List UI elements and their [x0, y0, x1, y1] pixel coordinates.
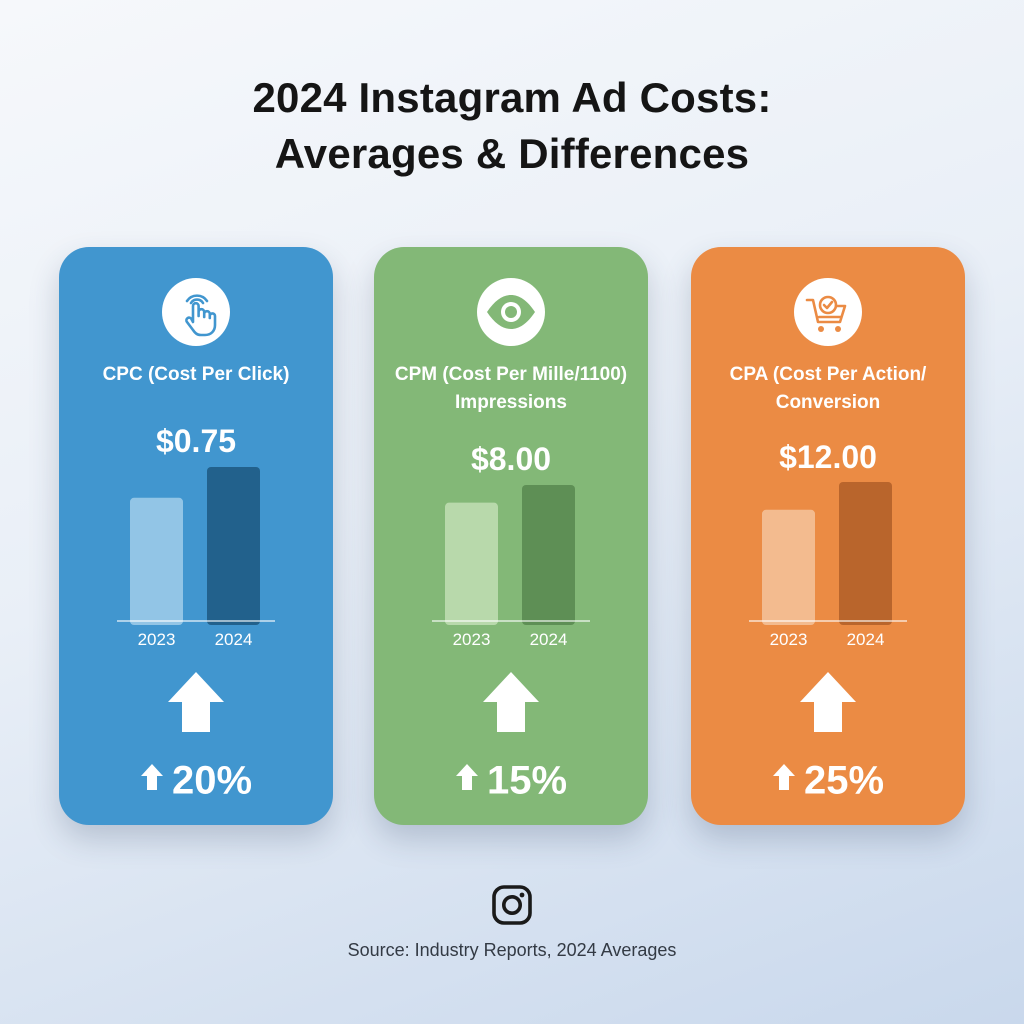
- bar-2023: [445, 502, 498, 625]
- cpa-card: CPA (Cost Per Action/ Conversion $12.00 …: [691, 247, 965, 825]
- cpc-card: CPC (Cost Per Click) $0.75 2023 2024 20%: [59, 247, 333, 825]
- metric-name-line: Impressions: [455, 392, 567, 413]
- eye-icon: [477, 278, 545, 346]
- percent-change: 20%: [59, 752, 333, 806]
- title-line-1: 2024 Instagram Ad Costs:: [252, 74, 772, 121]
- metric-name-line: CPM (Cost Per Mille/1100): [394, 364, 628, 385]
- bar-2024: [207, 467, 260, 625]
- percent-change-value: 25%: [803, 758, 885, 803]
- small-up-arrow-icon: [772, 764, 795, 791]
- shopping-cart-check-icon: [794, 278, 862, 346]
- cost-value: $8.00: [470, 441, 552, 477]
- x-tick-label: 2024: [215, 630, 253, 649]
- x-tick-label: 2023: [453, 630, 491, 649]
- bar-chart: 2023 2024: [117, 467, 275, 649]
- page-title: 2024 Instagram Ad Costs: Averages & Diff…: [0, 70, 1024, 182]
- metric-name-line: Conversion: [775, 392, 881, 413]
- cost-value: $0.75: [155, 423, 237, 459]
- percent-change: 25%: [691, 752, 965, 806]
- x-tick-label: 2023: [138, 630, 176, 649]
- up-arrow-icon: [483, 672, 539, 732]
- instagram-icon: [492, 885, 532, 925]
- bar-chart: 2023 2024: [749, 482, 907, 649]
- percent-change-value: 20%: [171, 758, 253, 803]
- title-line-2: Averages & Differences: [274, 130, 750, 177]
- cost-value: $12.00: [779, 439, 877, 475]
- bar-2023: [130, 497, 183, 625]
- metric-name: CPC (Cost Per Click): [59, 361, 333, 389]
- source-note: Source: Industry Reports, 2024 Averages: [347, 940, 677, 960]
- up-arrow-icon: [800, 672, 856, 732]
- metric-name-line: CPA (Cost Per Action/: [729, 364, 927, 385]
- metric-name: CPA (Cost Per Action/ Conversion: [691, 361, 965, 417]
- small-up-arrow-icon: [140, 764, 163, 791]
- up-arrow-icon: [168, 672, 224, 732]
- percent-change-value: 15%: [486, 758, 568, 803]
- metric-name-line: CPC (Cost Per Click): [102, 364, 290, 385]
- percent-change: 15%: [374, 752, 648, 806]
- bar-2024: [839, 482, 892, 625]
- bar-chart: 2023 2024: [432, 485, 590, 649]
- cpm-card: CPM (Cost Per Mille/1100) Impressions $8…: [374, 247, 648, 825]
- x-tick-label: 2024: [847, 630, 885, 649]
- small-up-arrow-icon: [455, 764, 478, 791]
- x-tick-label: 2024: [530, 630, 568, 649]
- bar-2024: [522, 485, 575, 625]
- bar-2023: [762, 509, 815, 625]
- metric-name: CPM (Cost Per Mille/1100) Impressions: [374, 361, 648, 417]
- pointer-hand-icon: [162, 278, 230, 346]
- x-tick-label: 2023: [770, 630, 808, 649]
